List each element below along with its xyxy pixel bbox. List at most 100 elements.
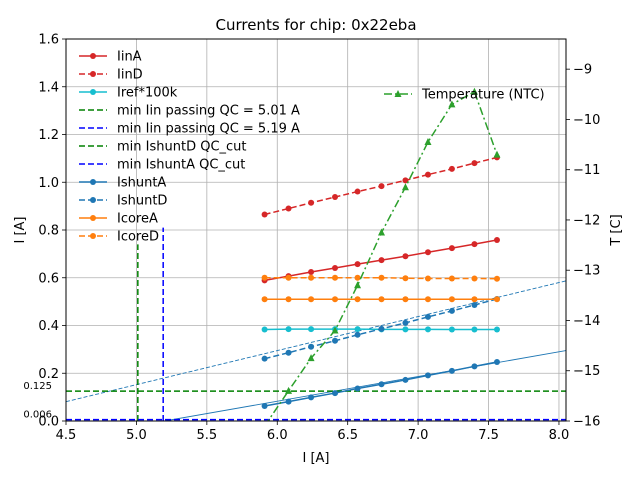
legend-label: IcoreD — [117, 230, 159, 245]
series-point — [402, 275, 408, 281]
legend-entry: IinD — [79, 68, 143, 83]
series-point — [355, 296, 361, 302]
series-point — [355, 261, 361, 267]
x-tick-label: 7.5 — [478, 428, 499, 443]
legend-label: IcoreA — [117, 212, 158, 227]
series-point — [494, 296, 500, 302]
series-point — [402, 253, 408, 259]
series-point — [471, 363, 477, 369]
legend-label: min IshuntD QC_cut — [117, 140, 247, 155]
series-point — [286, 206, 292, 212]
fit-line — [165, 351, 566, 421]
legend-entry: min IshuntD QC_cut — [79, 140, 247, 155]
legend-entry: Temperature (NTC) — [384, 88, 545, 103]
series-point — [402, 377, 408, 383]
series-point — [494, 237, 500, 243]
x-axis-label: I [A] — [302, 451, 329, 466]
legend-entry: min Iin passing QC = 5.01 A — [79, 104, 300, 119]
series-point — [449, 368, 455, 374]
series-point — [332, 275, 338, 281]
series-point — [286, 350, 292, 356]
y-tick-label: 1.6 — [38, 33, 59, 48]
series-point — [402, 320, 408, 326]
series-point — [494, 359, 500, 365]
series-point — [471, 160, 477, 166]
series-point — [471, 241, 477, 247]
x-tick-label: 8.0 — [549, 428, 570, 443]
series-point — [355, 326, 361, 332]
legend-label: min Iin passing QC = 5.19 A — [117, 122, 300, 137]
series-point — [308, 296, 314, 302]
series-point — [425, 275, 431, 281]
series-point — [378, 381, 384, 387]
legend-marker — [90, 215, 96, 221]
series-point — [308, 394, 314, 400]
series-point — [425, 172, 431, 178]
series-point — [355, 189, 361, 195]
series-point — [286, 399, 292, 405]
y2-tick-label: −15 — [573, 364, 600, 379]
series-point — [262, 403, 268, 409]
series-point — [262, 275, 268, 281]
legend-marker — [90, 197, 96, 203]
series-point — [262, 296, 268, 302]
series-point — [378, 296, 384, 302]
legend-right: Temperature (NTC) — [384, 88, 545, 103]
y2-tick-label: −12 — [573, 213, 600, 228]
series-point — [308, 269, 314, 275]
legend-label: IshuntD — [117, 194, 167, 209]
temperature-point — [493, 151, 500, 158]
y-axis-label: I [A] — [13, 216, 28, 243]
legend-label: min IshuntA QC_cut — [117, 158, 245, 173]
legend-entry: IcoreA — [79, 212, 158, 227]
legend-entry: IshuntA — [79, 176, 166, 191]
series-point — [286, 275, 292, 281]
legend-label: Iref*100k — [117, 86, 178, 101]
series-point — [262, 327, 268, 333]
y-tick-label: 0.6 — [38, 271, 59, 286]
legend-label: IshuntA — [117, 176, 166, 191]
chart-title: Currents for chip: 0x22eba — [215, 16, 416, 34]
series-point — [355, 275, 361, 281]
series-point — [332, 265, 338, 271]
y-tick-label: 0.8 — [38, 224, 59, 239]
series-point — [262, 211, 268, 217]
x-tick-label: 7.0 — [408, 428, 429, 443]
series-point — [308, 326, 314, 332]
x-tick-label: 5.0 — [126, 428, 147, 443]
legend-marker — [90, 89, 96, 95]
series-point — [449, 245, 455, 251]
series-point — [425, 372, 431, 378]
y2-tick-label: −16 — [573, 415, 600, 430]
series-point — [308, 200, 314, 206]
series-point — [471, 296, 477, 302]
y2-tick-label: −9 — [573, 63, 592, 78]
y2-axis-label: T [C] — [609, 214, 624, 246]
series-point — [449, 166, 455, 172]
legend-entry: min IshuntA QC_cut — [79, 158, 245, 173]
legend-entry: IshuntD — [79, 194, 167, 209]
legend-label: min Iin passing QC = 5.01 A — [117, 104, 300, 119]
x-tick-label: 6.5 — [337, 428, 358, 443]
series-point — [286, 326, 292, 332]
legend-entry: IinA — [79, 50, 142, 65]
temperature-point — [378, 229, 385, 236]
series-point — [378, 275, 384, 281]
y-tick-label: 1.4 — [38, 80, 59, 95]
x-tick-label: 6.0 — [267, 428, 288, 443]
series-point — [425, 296, 431, 302]
series-point — [378, 183, 384, 189]
y-tick-label: 1.0 — [38, 176, 59, 191]
series-point — [378, 257, 384, 263]
qc-annotation: 0.125 — [23, 381, 52, 392]
series-point — [425, 326, 431, 332]
y2-tick-label: −13 — [573, 264, 600, 279]
legend-marker — [90, 71, 96, 77]
legend-label: IinD — [117, 68, 143, 83]
series-point — [402, 296, 408, 302]
series-point — [332, 194, 338, 200]
series-point — [449, 308, 455, 314]
legend-entry: Iref*100k — [79, 86, 178, 101]
series-point — [308, 344, 314, 350]
series-point — [262, 356, 268, 362]
